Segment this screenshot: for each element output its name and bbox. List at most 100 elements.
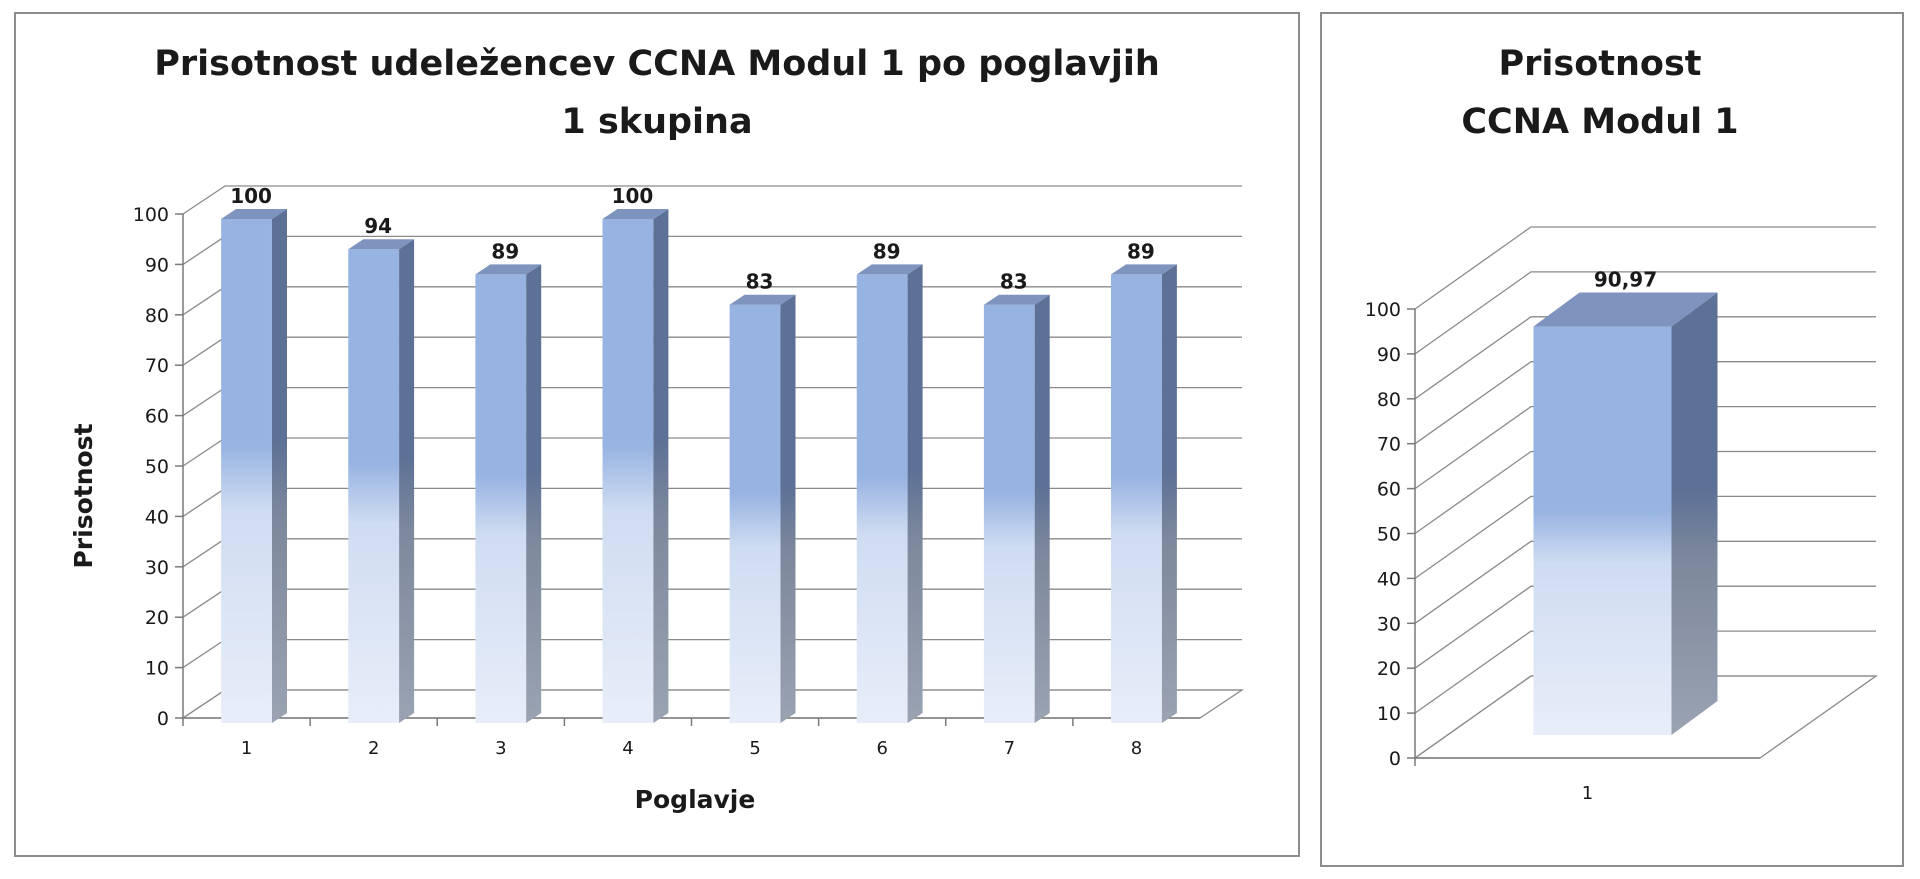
gridline-60 (1414, 405, 1876, 490)
bar-front (475, 274, 527, 723)
floor-plane (180, 689, 1245, 719)
gridline-20 (182, 588, 1242, 618)
gridline-40 (1414, 495, 1876, 579)
gridline-100 (1414, 226, 1876, 310)
bar-top (475, 264, 542, 275)
data-label-1: 100 (230, 184, 272, 208)
bar-front (602, 219, 654, 723)
gridline-90 (1414, 271, 1876, 355)
bar-side (272, 209, 287, 723)
x-tick-label-2: 2 (368, 738, 379, 759)
bar-front (729, 304, 781, 723)
bar-top (856, 264, 923, 275)
y-tick-label-10: 10 (1377, 703, 1401, 725)
bar-front (1533, 326, 1672, 735)
x-tick-label-6: 6 (876, 738, 887, 759)
x-tick-label-7: 7 (1004, 738, 1015, 759)
bar-8 (1111, 264, 1177, 723)
y-tick-label-60: 60 (145, 406, 169, 428)
bar-1 (221, 209, 287, 723)
y-tick-label-30: 30 (1377, 613, 1401, 635)
bar-top (602, 209, 669, 219)
bar-front (1111, 274, 1162, 723)
chart-title-line-2: 1 skupina (561, 102, 752, 142)
bar-side (1671, 292, 1718, 735)
bar-7 (983, 294, 1050, 723)
bar-top (348, 239, 415, 250)
data-label-2: 94 (364, 214, 392, 238)
bar-top (221, 209, 287, 219)
bar-side (907, 264, 923, 723)
y-tick-label-90: 90 (1377, 344, 1401, 366)
y-tick-label-70: 70 (1377, 434, 1401, 456)
y-tick-label-80: 80 (1377, 389, 1401, 411)
y-tick-label-10: 10 (145, 658, 169, 680)
chart-title-line-1: Prisotnost udeležencev CCNA Modul 1 po p… (154, 44, 1159, 84)
gridline-60 (182, 386, 1242, 417)
data-label-6: 89 (873, 239, 901, 263)
bar-front (221, 219, 272, 723)
gridline-70 (1414, 361, 1876, 445)
bar-top (1111, 264, 1177, 275)
y-tick-label-60: 60 (1377, 479, 1401, 501)
x-tick-label-8: 8 (1131, 738, 1142, 759)
bar-side (653, 209, 669, 723)
gridline-50 (1414, 450, 1876, 535)
y-tick-label-50: 50 (1377, 524, 1401, 546)
bar-5 (729, 294, 796, 723)
data-label-8: 89 (1127, 239, 1155, 263)
bar-2 (348, 239, 415, 724)
gridline-0 (182, 689, 1242, 719)
main-chart: Prisotnost udeležencev CCNA Modul 1 po p… (69, 44, 1245, 814)
chart-title-line-1: Prisotnost (1498, 44, 1701, 84)
bar-4 (602, 209, 669, 723)
x-tick-label-1: 1 (1582, 783, 1593, 804)
bar-1 (1533, 292, 1718, 735)
bar-front (348, 249, 400, 724)
gridline-50 (182, 437, 1242, 467)
y-tick-label-90: 90 (145, 254, 169, 276)
gridline-10 (1414, 630, 1876, 714)
y-tick-label-70: 70 (145, 355, 169, 377)
bar-3 (475, 264, 542, 723)
gridline-80 (182, 286, 1242, 316)
bar-top (1533, 292, 1718, 327)
x-tick-label-3: 3 (495, 738, 506, 759)
bar-side (1161, 264, 1177, 723)
y-tick-label-50: 50 (145, 456, 169, 478)
bar-front (856, 274, 908, 723)
y-tick-label-30: 30 (145, 557, 169, 579)
y-tick-label-20: 20 (1377, 658, 1401, 680)
y-tick-label-100: 100 (133, 204, 169, 226)
gridline-30 (1414, 540, 1876, 624)
x-tick-label-1: 1 (241, 738, 252, 759)
summary-chart: Prisotnost CCNA Modul 1 0 10 20 30 40 50 60 70 80 9… (1365, 44, 1879, 804)
gridline-100 (182, 185, 1242, 215)
data-label-3: 89 (491, 239, 519, 263)
gridline-10 (182, 638, 1242, 669)
bar-6 (856, 264, 923, 723)
gridline-70 (182, 336, 1242, 366)
data-label-7: 83 (1000, 270, 1028, 294)
gridline-20 (1414, 585, 1876, 669)
gridline-90 (182, 235, 1242, 265)
gridline-0 (1414, 675, 1876, 759)
bar-side (526, 264, 542, 723)
x-axis-title: Poglavje (635, 785, 756, 814)
y-tick-label-80: 80 (145, 305, 169, 327)
bar-front (983, 304, 1035, 723)
y-tick-label-40: 40 (145, 506, 169, 528)
bar-top (729, 294, 796, 305)
y-tick-label-20: 20 (145, 607, 169, 629)
x-tick-label-5: 5 (749, 738, 760, 759)
y-tick-label-100: 100 (1365, 299, 1401, 321)
gridline-30 (182, 538, 1242, 568)
bar-side (1034, 294, 1050, 723)
bar-side (399, 239, 415, 723)
y-tick-label-0: 0 (1389, 748, 1401, 770)
data-label-4: 100 (612, 184, 654, 208)
gridline-40 (182, 487, 1242, 517)
x-tick-label-4: 4 (622, 738, 633, 759)
gridline-80 (1414, 316, 1876, 400)
